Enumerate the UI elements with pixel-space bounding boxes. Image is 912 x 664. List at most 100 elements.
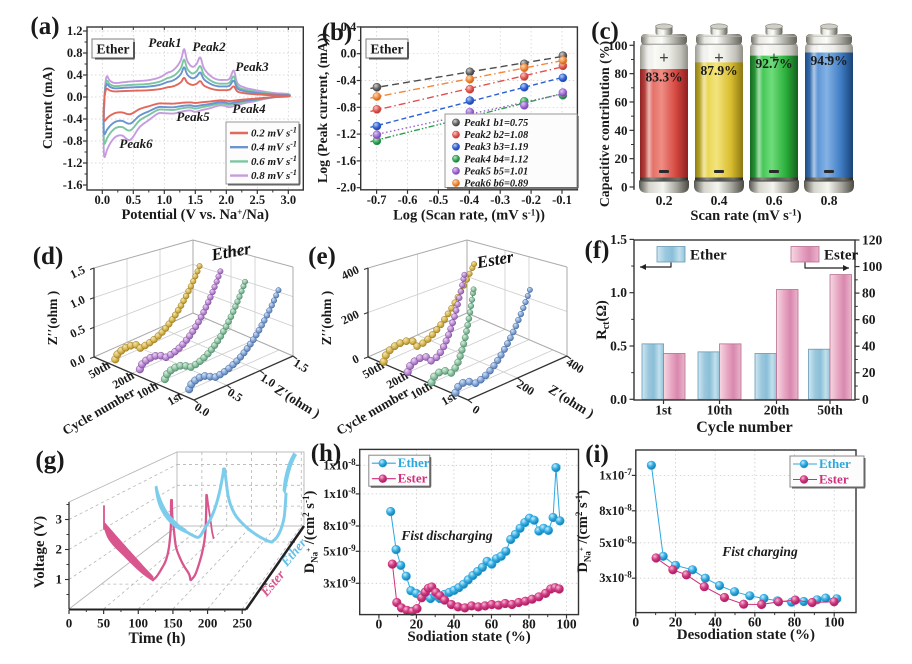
svg-text:0.4: 0.4: [67, 68, 83, 82]
svg-text:Z′′(ohm ): Z′′(ohm ): [45, 291, 60, 345]
svg-text:1.5: 1.5: [187, 193, 203, 207]
svg-text:Cycle number: Cycle number: [334, 384, 412, 438]
svg-text:(b): (b): [322, 19, 353, 46]
svg-text:-0.5: -0.5: [429, 193, 449, 207]
svg-text:400: 400: [564, 355, 587, 376]
svg-text:1.5: 1.5: [291, 356, 311, 376]
svg-text:1x10-8: 1x10-8: [323, 457, 356, 473]
svg-text:100: 100: [556, 616, 577, 631]
svg-text:3x10-8: 3x10-8: [599, 570, 632, 586]
svg-text:250: 250: [232, 616, 252, 631]
svg-text:-2.0: -2.0: [336, 181, 356, 195]
svg-text:150: 150: [163, 616, 183, 631]
svg-text:Time (h): Time (h): [129, 630, 186, 647]
svg-text:0.0: 0.0: [610, 392, 627, 407]
svg-text:+: +: [659, 48, 669, 67]
svg-text:1: 1: [56, 572, 63, 587]
svg-text:-0.7: -0.7: [367, 193, 387, 207]
svg-text:DNa+ /(cm2 s-1): DNa+ /(cm2 s-1): [574, 490, 593, 573]
svg-text:87.9%: 87.9%: [700, 63, 737, 78]
svg-text:80: 80: [862, 286, 876, 301]
svg-text:80: 80: [522, 616, 536, 631]
svg-text:1st: 1st: [655, 403, 672, 418]
svg-text:Peak1: Peak1: [148, 35, 181, 50]
svg-text:-0.1: -0.1: [552, 193, 572, 207]
svg-text:0.4: 0.4: [711, 193, 728, 208]
svg-text:Ester: Ester: [819, 472, 849, 487]
svg-text:1.5: 1.5: [610, 232, 627, 247]
svg-text:50th: 50th: [86, 358, 113, 382]
svg-text:5x10-9: 5x10-9: [323, 543, 356, 559]
svg-text:Z′′(ohm ): Z′′(ohm ): [319, 291, 334, 345]
svg-text:Rct(Ω): Rct(Ω): [594, 300, 612, 340]
svg-text:0.5: 0.5: [610, 339, 627, 354]
svg-text:(f): (f): [585, 237, 610, 264]
svg-text:Peak1 b1=0.75: Peak1 b1=0.75: [464, 118, 528, 129]
svg-text:-0.8: -0.8: [63, 134, 83, 148]
svg-text:0.2: 0.2: [656, 193, 673, 208]
svg-text:Ether: Ether: [97, 42, 130, 57]
svg-text:Cycle number: Cycle number: [60, 384, 138, 438]
svg-text:10th: 10th: [134, 379, 161, 403]
svg-text:+: +: [769, 48, 779, 67]
svg-text:5x10-8: 5x10-8: [599, 534, 632, 550]
svg-text:Desodiation state (%): Desodiation state (%): [677, 627, 815, 643]
svg-text:Ether: Ether: [371, 42, 404, 57]
svg-text:(e): (e): [308, 243, 336, 270]
svg-text:-0.2: -0.2: [521, 193, 541, 207]
svg-text:0.0: 0.0: [341, 47, 357, 61]
svg-text:0.0: 0.0: [68, 352, 88, 371]
svg-text:40: 40: [708, 614, 722, 629]
svg-text:1.0: 1.0: [68, 292, 88, 311]
svg-text:100: 100: [824, 614, 845, 629]
svg-text:(d): (d): [33, 243, 64, 270]
svg-text:Fist discharging: Fist discharging: [400, 528, 492, 543]
svg-text:Peak5 b5=1.01: Peak5 b5=1.01: [464, 166, 528, 177]
svg-text:-0.3: -0.3: [490, 193, 510, 207]
svg-text:Peak2: Peak2: [192, 39, 226, 54]
svg-text:100: 100: [862, 259, 883, 274]
svg-text:Z′(ohm ): Z′(ohm ): [272, 381, 323, 421]
svg-text:-0.4: -0.4: [63, 112, 84, 126]
svg-text:(h): (h): [311, 440, 342, 467]
svg-text:(g): (g): [35, 447, 64, 474]
svg-text:0: 0: [621, 180, 628, 195]
svg-text:20: 20: [862, 365, 876, 380]
svg-text:0.5: 0.5: [225, 385, 245, 405]
svg-text:Fist charging: Fist charging: [721, 544, 798, 559]
svg-text:200: 200: [514, 377, 537, 398]
svg-text:0.8: 0.8: [67, 46, 83, 60]
svg-text:Z′(ohm ): Z′(ohm ): [546, 381, 597, 421]
svg-text:60: 60: [748, 614, 762, 629]
svg-text:40: 40: [615, 123, 628, 138]
svg-text:20: 20: [410, 616, 424, 631]
svg-text:100: 100: [129, 616, 149, 631]
svg-text:50: 50: [97, 616, 110, 631]
svg-text:2: 2: [56, 542, 63, 557]
svg-text:Current (mA): Current (mA): [40, 67, 56, 149]
svg-text:0: 0: [470, 402, 483, 417]
svg-text:0.0: 0.0: [94, 193, 110, 207]
svg-text:0: 0: [862, 392, 869, 407]
svg-text:0: 0: [632, 614, 639, 629]
svg-text:3x10-9: 3x10-9: [323, 575, 356, 591]
svg-text:8x10-8: 8x10-8: [599, 502, 632, 518]
svg-text:Capacitive contribution (%): Capacitive contribution (%): [597, 41, 613, 207]
svg-text:0.0: 0.0: [192, 400, 212, 420]
svg-text:Ester: Ester: [398, 471, 428, 486]
svg-text:3: 3: [56, 512, 63, 527]
svg-text:-0.6: -0.6: [398, 193, 418, 207]
svg-text:Peak6 b6=0.89: Peak6 b6=0.89: [464, 179, 529, 190]
svg-text:Peak4 b4=1.12: Peak4 b4=1.12: [464, 154, 529, 165]
svg-text:Voltage (V): Voltage (V): [32, 516, 48, 588]
svg-text:0.0: 0.0: [67, 90, 83, 104]
svg-text:60: 60: [485, 616, 499, 631]
svg-text:Ester: Ester: [824, 248, 858, 264]
svg-text:1.5: 1.5: [68, 263, 88, 282]
svg-text:0.6 mV s-1: 0.6 mV s-1: [251, 154, 297, 168]
svg-text:0.5: 0.5: [68, 322, 88, 341]
svg-text:3.0: 3.0: [280, 193, 296, 207]
svg-text:Peak5: Peak5: [176, 109, 210, 124]
svg-text:1.0: 1.0: [156, 193, 172, 207]
svg-text:200: 200: [198, 616, 218, 631]
